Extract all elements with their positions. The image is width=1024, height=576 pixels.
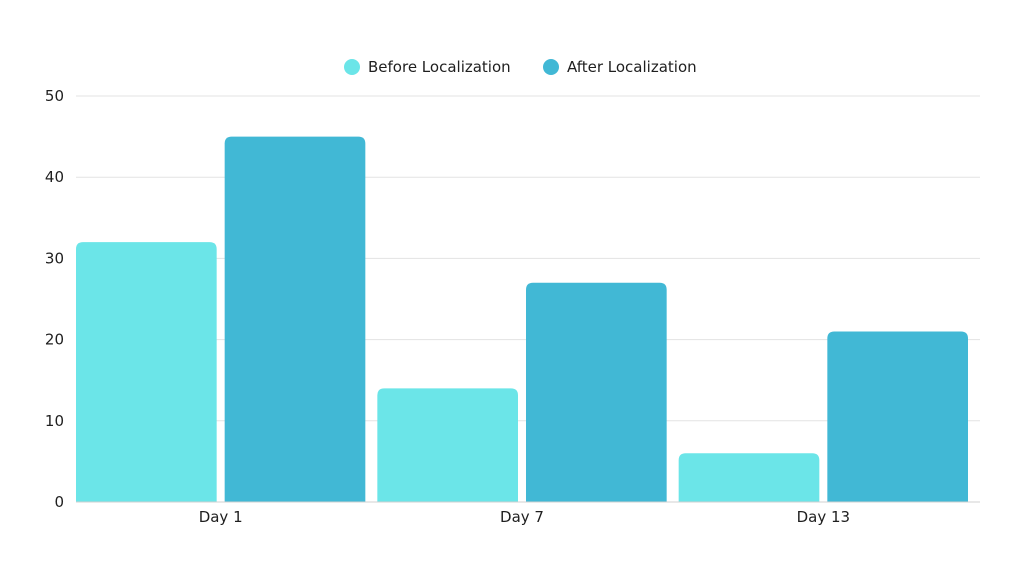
y-tick-label: 20 bbox=[45, 331, 64, 349]
y-tick-label: 50 bbox=[45, 87, 64, 105]
bar-layer bbox=[76, 136, 968, 502]
y-tick-label: 30 bbox=[45, 249, 64, 267]
bar-after-localization-day-1 bbox=[224, 136, 366, 502]
bar-before-localization-day-7 bbox=[377, 388, 518, 502]
x-tick-label: Day 1 bbox=[199, 508, 243, 526]
bar-after-localization-day-13 bbox=[827, 331, 968, 502]
x-tick-label: Day 7 bbox=[500, 508, 544, 526]
legend-swatch bbox=[344, 59, 360, 75]
axis-layer: 0 10 20 30 40 50 Day 1 Day 7 Day 13 bbox=[45, 87, 980, 526]
y-tick-label: 10 bbox=[45, 412, 64, 430]
y-tick-label: 40 bbox=[45, 168, 64, 186]
legend-swatch bbox=[543, 59, 559, 75]
bar-before-localization-day-13 bbox=[678, 453, 820, 502]
y-tick-label: 0 bbox=[54, 493, 64, 511]
bar-before-localization-day-1 bbox=[76, 242, 217, 502]
legend: Before Localization After Localization bbox=[344, 58, 697, 76]
legend-label: Before Localization bbox=[368, 58, 511, 76]
bar-after-localization-day-7 bbox=[526, 282, 667, 502]
legend-label: After Localization bbox=[567, 58, 697, 76]
x-tick-label: Day 13 bbox=[797, 508, 850, 526]
